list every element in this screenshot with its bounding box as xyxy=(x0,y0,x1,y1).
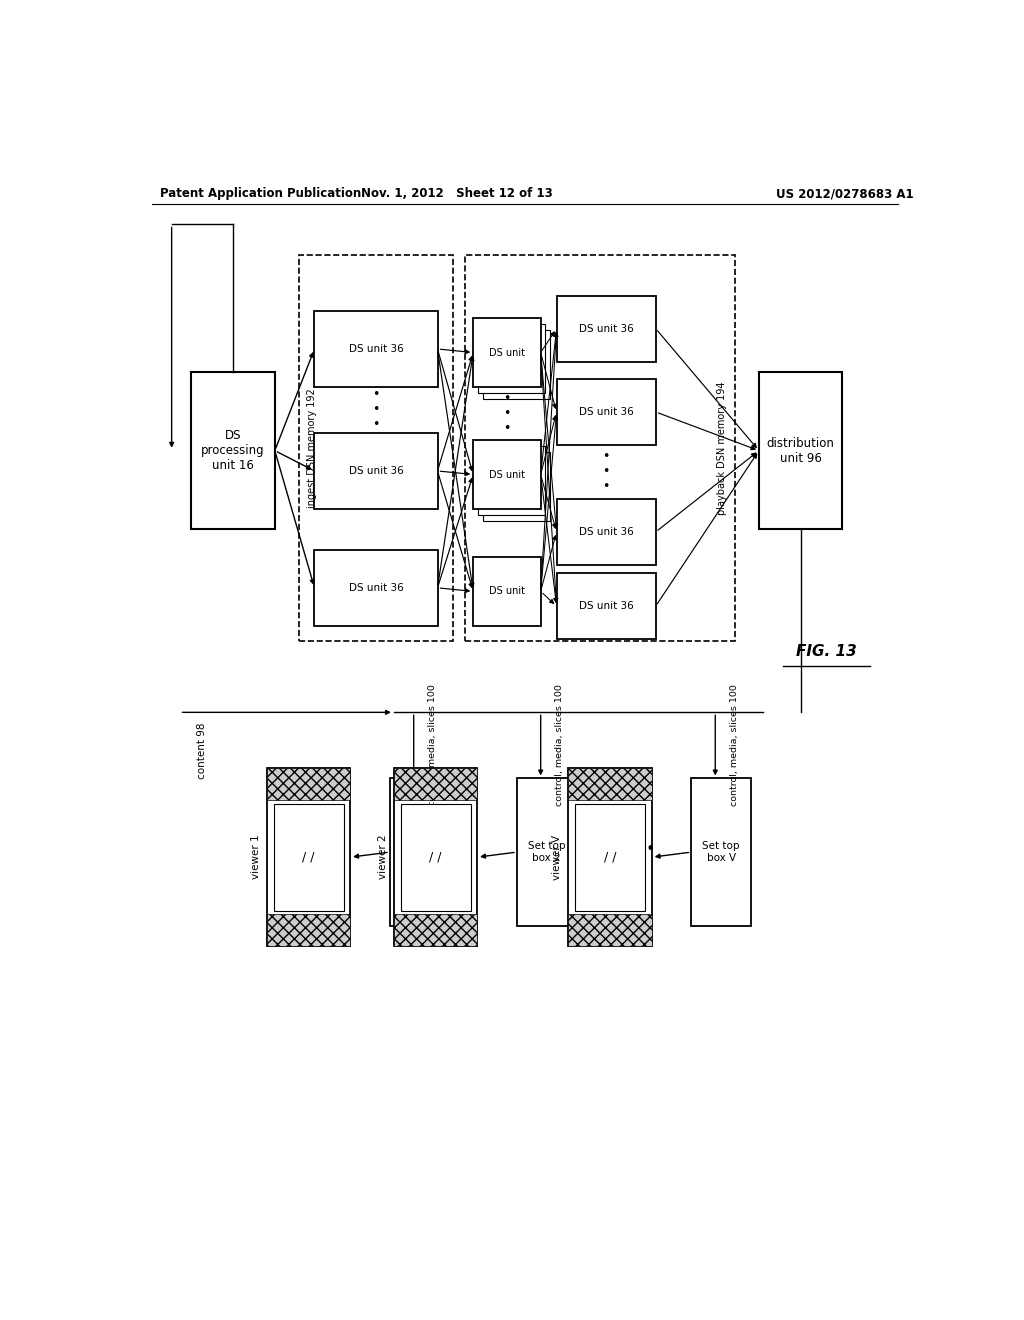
Text: DS unit 36: DS unit 36 xyxy=(579,323,634,334)
FancyBboxPatch shape xyxy=(473,557,541,626)
FancyBboxPatch shape xyxy=(482,330,550,399)
Text: control, media, slices 100: control, media, slices 100 xyxy=(555,685,564,807)
Text: Nov. 1, 2012   Sheet 12 of 13: Nov. 1, 2012 Sheet 12 of 13 xyxy=(361,187,553,201)
Text: DS unit 36: DS unit 36 xyxy=(348,583,403,593)
Text: / /: / / xyxy=(302,850,314,863)
FancyBboxPatch shape xyxy=(557,379,655,445)
FancyBboxPatch shape xyxy=(568,913,652,946)
Text: DS unit: DS unit xyxy=(488,586,525,597)
FancyBboxPatch shape xyxy=(267,768,350,800)
Text: content 98: content 98 xyxy=(197,722,207,779)
Text: US 2012/0278683 A1: US 2012/0278683 A1 xyxy=(776,187,913,201)
FancyBboxPatch shape xyxy=(267,768,350,946)
FancyBboxPatch shape xyxy=(267,913,350,946)
FancyBboxPatch shape xyxy=(473,440,541,510)
FancyBboxPatch shape xyxy=(394,768,477,946)
Text: •
•
•: • • • xyxy=(373,388,380,432)
FancyBboxPatch shape xyxy=(394,768,477,800)
Text: DS unit 36: DS unit 36 xyxy=(348,466,403,477)
Text: control, media, slices 100: control, media, slices 100 xyxy=(428,685,437,807)
FancyBboxPatch shape xyxy=(482,453,550,521)
FancyBboxPatch shape xyxy=(314,549,437,626)
Text: Set top
box 1: Set top box 1 xyxy=(401,841,438,863)
FancyBboxPatch shape xyxy=(478,446,546,515)
FancyBboxPatch shape xyxy=(394,913,477,946)
FancyBboxPatch shape xyxy=(557,573,655,639)
Text: DS unit 36: DS unit 36 xyxy=(579,407,634,417)
Text: viewer 2: viewer 2 xyxy=(378,834,387,879)
Text: DS unit 36: DS unit 36 xyxy=(579,601,634,611)
FancyBboxPatch shape xyxy=(473,318,541,387)
Text: viewer V: viewer V xyxy=(552,834,562,879)
Text: DS unit: DS unit xyxy=(488,470,525,479)
FancyBboxPatch shape xyxy=(390,779,450,925)
FancyBboxPatch shape xyxy=(691,779,751,925)
Text: Set top
box 2: Set top box 2 xyxy=(528,841,565,863)
FancyBboxPatch shape xyxy=(568,768,652,800)
FancyBboxPatch shape xyxy=(314,312,437,387)
FancyBboxPatch shape xyxy=(568,768,652,946)
Text: control, media, slices 100: control, media, slices 100 xyxy=(729,685,738,807)
Text: FIG. 13: FIG. 13 xyxy=(796,644,857,659)
Text: ingest DSN memory 192: ingest DSN memory 192 xyxy=(306,388,316,508)
Text: DS
processing
unit 16: DS processing unit 16 xyxy=(202,429,265,473)
Text: •
•
•: • • • xyxy=(503,392,511,436)
FancyBboxPatch shape xyxy=(314,433,437,510)
FancyBboxPatch shape xyxy=(273,804,343,911)
Text: •
•
•: • • • xyxy=(602,450,610,494)
Text: Set top
box V: Set top box V xyxy=(702,841,740,863)
FancyBboxPatch shape xyxy=(759,372,842,529)
Text: / /: / / xyxy=(604,850,616,863)
FancyBboxPatch shape xyxy=(517,779,577,925)
FancyBboxPatch shape xyxy=(191,372,274,529)
Text: DS unit 36: DS unit 36 xyxy=(348,345,403,354)
FancyBboxPatch shape xyxy=(557,296,655,362)
Text: playback DSN memory 194: playback DSN memory 194 xyxy=(717,381,727,515)
FancyBboxPatch shape xyxy=(575,804,645,911)
Text: Patent Application Publication: Patent Application Publication xyxy=(160,187,361,201)
Text: DS unit: DS unit xyxy=(488,347,525,358)
FancyBboxPatch shape xyxy=(557,499,655,565)
FancyBboxPatch shape xyxy=(478,325,546,393)
Text: distribution
unit 96: distribution unit 96 xyxy=(767,437,835,465)
Text: viewer 1: viewer 1 xyxy=(251,834,260,879)
Text: DS unit 36: DS unit 36 xyxy=(579,527,634,537)
Text: / /: / / xyxy=(429,850,441,863)
FancyBboxPatch shape xyxy=(400,804,470,911)
Text: •  •  •: • • • xyxy=(609,842,655,857)
